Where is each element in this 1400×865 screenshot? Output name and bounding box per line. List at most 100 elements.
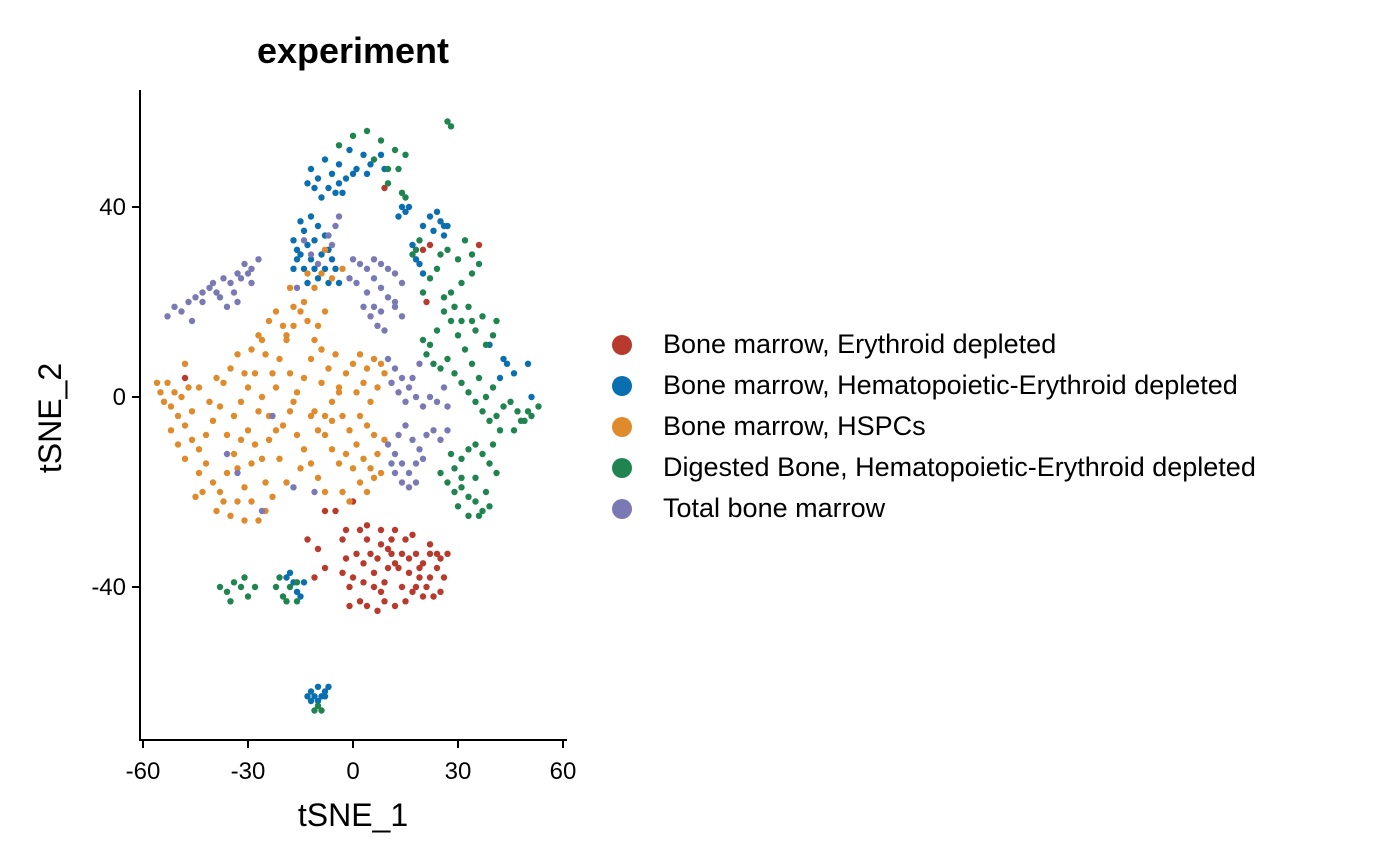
data-point: [293, 598, 301, 605]
data-point: [384, 265, 392, 272]
data-point: [416, 446, 423, 453]
data-point: [185, 298, 192, 306]
x-axis-title: tSNE_1: [298, 797, 408, 833]
data-point: [293, 256, 301, 263]
data-point: [430, 593, 437, 600]
data-point: [304, 270, 311, 277]
data-point: [370, 303, 378, 310]
data-point: [227, 598, 234, 605]
data-point: [363, 522, 371, 529]
data-point: [178, 393, 185, 401]
data-point: [451, 370, 458, 377]
data-point: [419, 246, 427, 253]
axes-ticks: -60 -30 0 30 60 -40 0 40: [91, 194, 576, 785]
data-point: [314, 322, 322, 329]
data-point: [349, 360, 357, 367]
x-tick-label: 0: [346, 758, 359, 785]
data-point: [328, 170, 336, 177]
data-point: [237, 398, 245, 405]
data-point: [290, 265, 297, 272]
data-point: [209, 279, 217, 287]
data-point: [251, 583, 259, 591]
data-point: [423, 351, 430, 358]
data-point: [286, 569, 294, 576]
data-point: [321, 265, 329, 272]
data-point: [339, 569, 346, 576]
data-point: [416, 237, 423, 244]
data-point: [342, 175, 350, 182]
data-point: [489, 332, 497, 339]
data-point: [318, 379, 325, 386]
data-point: [444, 427, 451, 434]
data-point: [290, 303, 297, 310]
data-point: [314, 222, 322, 230]
data-point: [286, 408, 294, 415]
data-point: [188, 408, 196, 415]
data-point: [255, 517, 262, 524]
data-point: [262, 351, 269, 358]
data-point: [272, 427, 280, 434]
data-point: [440, 574, 448, 581]
data-point: [220, 498, 227, 505]
data-point: [367, 313, 374, 320]
data-point: [335, 161, 343, 168]
data-point: [363, 422, 371, 429]
data-point: [363, 289, 371, 296]
data-point: [447, 317, 455, 325]
data-point: [283, 574, 290, 581]
data-point: [220, 275, 227, 282]
data-point: [482, 488, 490, 496]
data-point: [300, 237, 308, 244]
data-point: [255, 332, 262, 339]
data-point: [318, 194, 325, 201]
data-point: [174, 441, 182, 448]
data-point: [174, 412, 182, 420]
data-point: [444, 403, 451, 410]
data-point: [402, 208, 409, 215]
data-point: [398, 479, 406, 486]
data-point: [307, 165, 315, 173]
data-point: [360, 379, 367, 386]
data-point: [248, 279, 255, 287]
data-point: [220, 379, 227, 386]
data-point: [398, 583, 406, 591]
data-point: [405, 555, 413, 562]
data-point: [314, 683, 322, 690]
data-point: [321, 412, 329, 420]
data-point: [265, 317, 273, 325]
y-tick-label: 40: [99, 194, 126, 221]
data-point: [405, 469, 413, 477]
data-point: [377, 526, 385, 534]
data-point: [346, 498, 353, 505]
data-point: [377, 469, 385, 477]
data-point: [223, 431, 231, 439]
data-point: [349, 170, 357, 177]
data-point: [251, 441, 259, 448]
data-point: [237, 436, 245, 443]
data-point: [377, 151, 385, 158]
series-1: [283, 146, 535, 705]
data-point: [486, 460, 493, 467]
data-point: [405, 569, 413, 576]
data-point: [363, 365, 371, 372]
data-point: [216, 488, 224, 496]
data-point: [346, 275, 353, 282]
data-point: [412, 479, 420, 486]
data-point: [391, 469, 399, 477]
data-point: [409, 531, 416, 538]
data-point: [283, 336, 290, 344]
data-point: [171, 389, 178, 396]
data-point: [356, 479, 364, 486]
legend-item: Digested Bone, Hematopoietic-Erythroid d…: [612, 447, 1256, 488]
data-point: [363, 127, 371, 135]
data-point: [328, 398, 336, 405]
data-point: [272, 308, 280, 315]
data-point: [213, 507, 220, 515]
data-point: [342, 526, 350, 534]
data-point: [479, 313, 486, 320]
data-point: [461, 346, 469, 353]
data-point: [402, 398, 409, 405]
data-point: [391, 146, 399, 154]
data-point: [360, 455, 367, 462]
data-point: [297, 251, 304, 258]
